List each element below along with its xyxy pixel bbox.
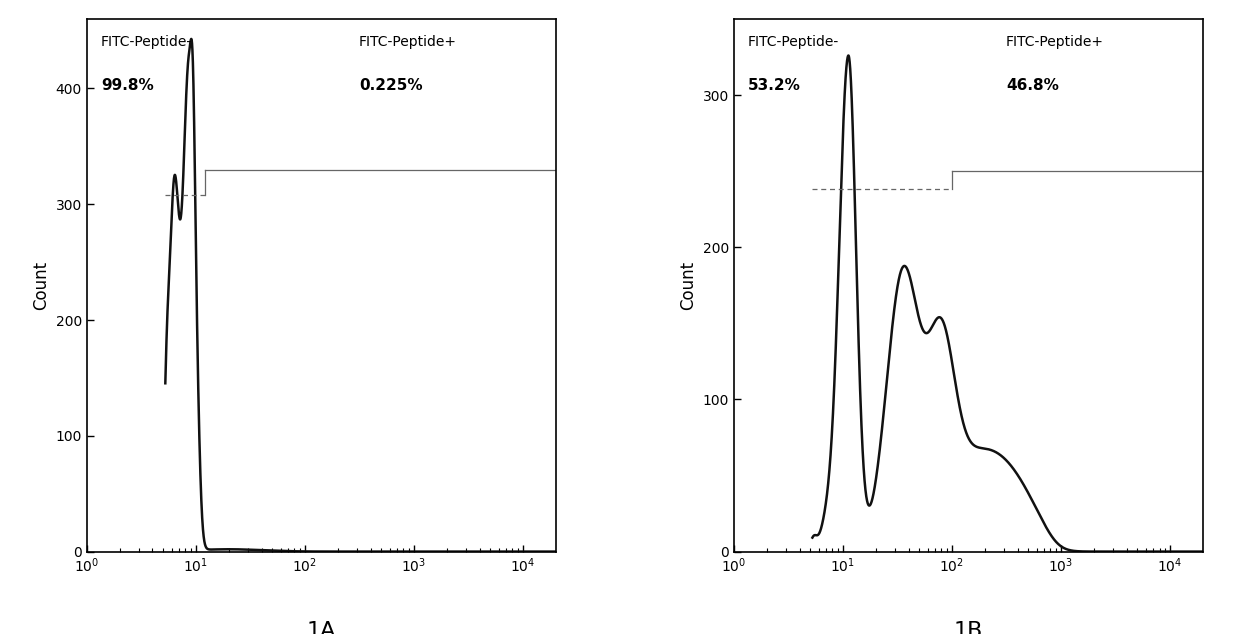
Text: 1A: 1A bbox=[306, 621, 336, 634]
Y-axis label: Count: Count bbox=[32, 261, 50, 310]
Text: FITC-Peptide-: FITC-Peptide- bbox=[100, 35, 192, 49]
Text: 46.8%: 46.8% bbox=[1006, 77, 1059, 93]
Text: FITC-Peptide+: FITC-Peptide+ bbox=[358, 35, 456, 49]
Text: FITC-Peptide+: FITC-Peptide+ bbox=[1006, 35, 1104, 49]
Text: FITC-Peptide-: FITC-Peptide- bbox=[748, 35, 839, 49]
Text: 53.2%: 53.2% bbox=[748, 77, 801, 93]
Text: 0.225%: 0.225% bbox=[358, 77, 423, 93]
Text: 99.8%: 99.8% bbox=[100, 77, 154, 93]
Text: 1B: 1B bbox=[954, 621, 983, 634]
Y-axis label: Count: Count bbox=[680, 261, 697, 310]
